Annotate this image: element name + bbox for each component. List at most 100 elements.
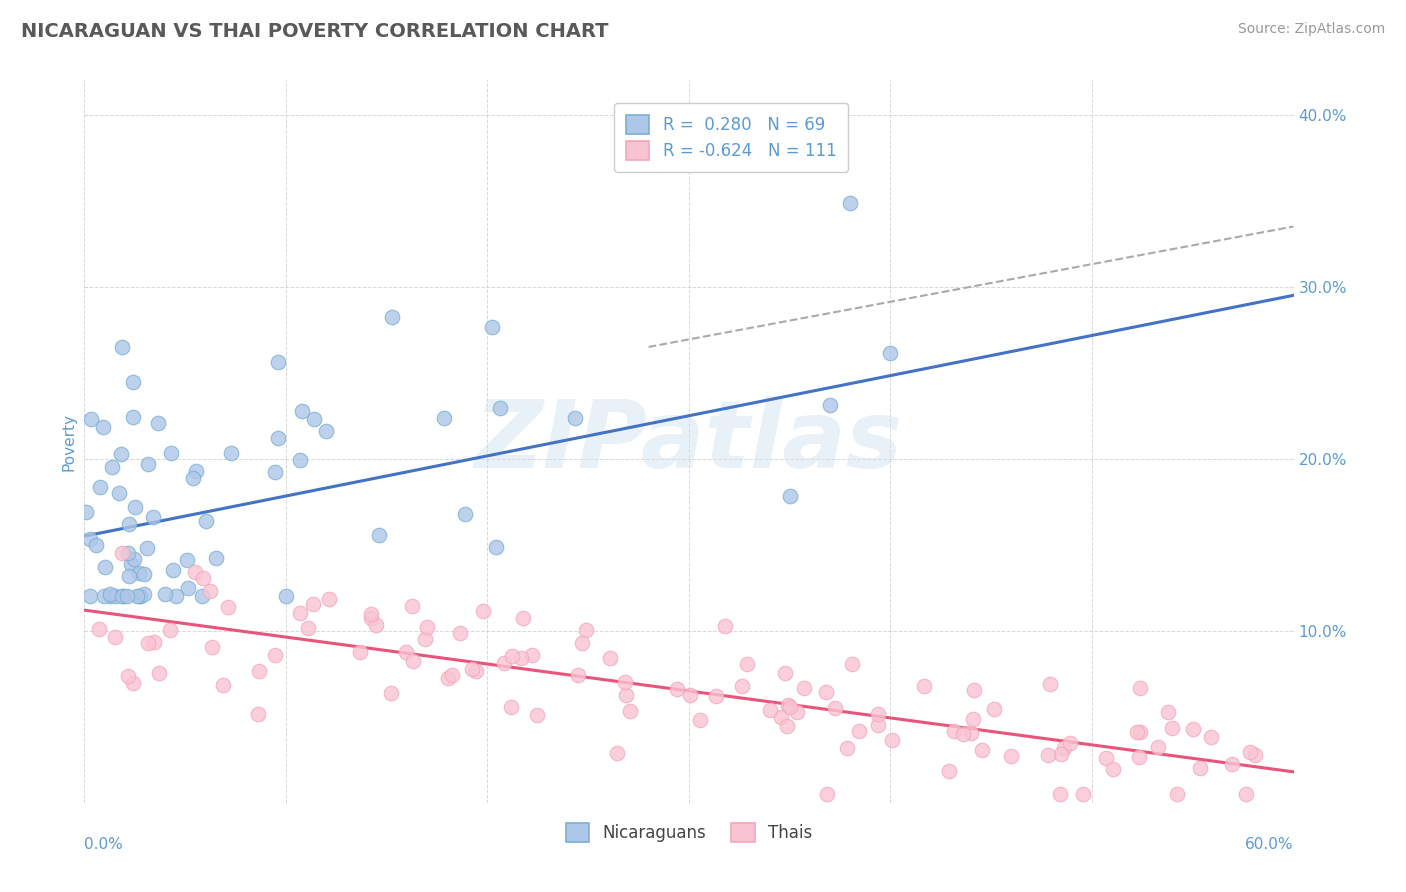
Point: [111, 546, 134, 560]
Point: [211, 678, 233, 692]
Point: [1049, 787, 1071, 801]
Point: [416, 620, 439, 634]
Point: [1050, 747, 1073, 761]
Point: [689, 714, 711, 728]
Point: [613, 675, 636, 690]
Point: [93, 590, 115, 604]
Point: [186, 464, 208, 478]
Point: [118, 569, 141, 583]
Point: [380, 686, 402, 700]
Point: [841, 657, 863, 671]
Point: [360, 607, 382, 622]
Point: [155, 586, 177, 600]
Point: [267, 431, 290, 445]
Point: [124, 500, 146, 514]
Point: [193, 570, 215, 584]
Point: [1182, 722, 1205, 736]
Point: [104, 590, 127, 604]
Point: [679, 688, 702, 702]
Point: [191, 590, 214, 604]
Point: [110, 446, 132, 460]
Point: [606, 747, 628, 761]
Point: [1161, 721, 1184, 735]
Point: [492, 656, 515, 670]
Point: [1243, 748, 1265, 763]
Point: [1129, 681, 1152, 695]
Point: [87, 622, 110, 636]
Point: [413, 632, 436, 646]
Point: [100, 459, 122, 474]
Point: [108, 486, 131, 500]
Point: [111, 340, 134, 354]
Point: [882, 732, 904, 747]
Point: [465, 664, 488, 678]
Point: [117, 545, 139, 559]
Point: [288, 606, 311, 620]
Point: [575, 623, 598, 637]
Point: [942, 724, 965, 739]
Point: [195, 514, 218, 528]
Point: [135, 541, 157, 555]
Point: [122, 676, 145, 690]
Point: [770, 710, 793, 724]
Point: [401, 654, 423, 668]
Point: [122, 410, 145, 425]
Point: [132, 567, 155, 582]
Point: [779, 489, 801, 503]
Text: 60.0%: 60.0%: [1246, 838, 1294, 853]
Point: [177, 581, 200, 595]
Point: [983, 702, 1005, 716]
Point: [1094, 751, 1116, 765]
Point: [1128, 749, 1150, 764]
Point: [276, 590, 298, 604]
Point: [1053, 740, 1076, 755]
Point: [111, 590, 134, 604]
Point: [437, 671, 460, 685]
Point: [972, 742, 994, 756]
Point: [264, 648, 287, 663]
Point: [779, 700, 801, 714]
Point: [148, 666, 170, 681]
Point: [136, 636, 159, 650]
Point: [1156, 705, 1178, 719]
Point: [665, 681, 688, 696]
Point: [1147, 739, 1170, 754]
Point: [138, 457, 160, 471]
Point: [433, 411, 456, 425]
Point: [198, 584, 221, 599]
Point: [776, 719, 799, 733]
Point: [100, 587, 122, 601]
Point: [75, 505, 97, 519]
Point: [129, 590, 152, 604]
Point: [125, 590, 148, 604]
Point: [510, 650, 533, 665]
Point: [963, 683, 986, 698]
Point: [162, 563, 184, 577]
Point: [1189, 761, 1212, 775]
Point: [204, 551, 226, 566]
Point: [111, 590, 134, 604]
Point: [148, 416, 170, 430]
Point: [1102, 763, 1125, 777]
Point: [302, 412, 325, 426]
Point: [489, 401, 512, 415]
Point: [264, 465, 287, 479]
Point: [120, 558, 142, 572]
Point: [938, 764, 960, 778]
Point: [839, 196, 862, 211]
Point: [297, 621, 319, 635]
Point: [80, 412, 103, 426]
Point: [481, 319, 503, 334]
Point: [159, 624, 181, 638]
Point: [619, 704, 641, 718]
Point: [567, 668, 589, 682]
Point: [1039, 677, 1062, 691]
Point: [176, 552, 198, 566]
Point: [848, 724, 870, 739]
Legend: Nicaraguans, Thais: Nicaraguans, Thais: [560, 816, 818, 848]
Point: [449, 626, 471, 640]
Point: [952, 727, 974, 741]
Point: [121, 375, 143, 389]
Point: [94, 560, 117, 574]
Point: [818, 398, 841, 412]
